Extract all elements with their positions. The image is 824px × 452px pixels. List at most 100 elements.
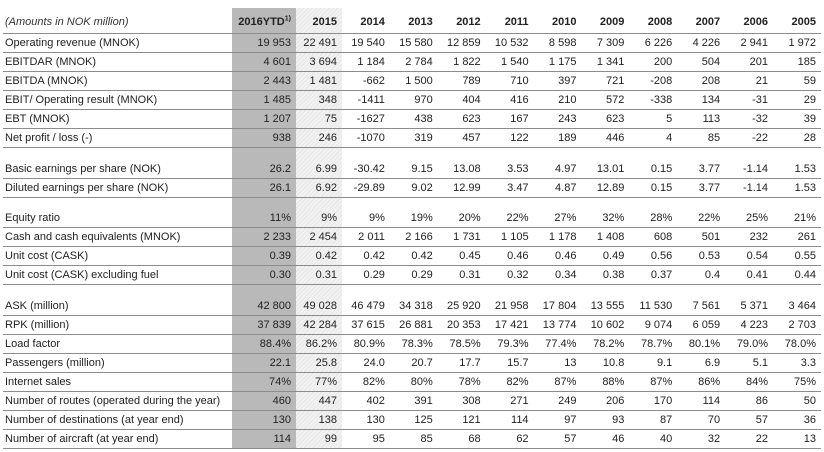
cell-value: 938 — [232, 128, 296, 148]
spacer-cell — [390, 285, 438, 297]
cell-value: 15.7 — [485, 353, 534, 373]
cell-value: 87% — [629, 372, 678, 392]
cell-value: 416 — [485, 90, 534, 110]
cell-value: 62 — [485, 429, 534, 449]
table-row: Unit cost (CASK) 0.39 0.42 0.42 0.42 0.45 0.46… — [3, 246, 821, 266]
cell-value: 20.7 — [389, 353, 438, 373]
spacer-cell — [629, 197, 677, 209]
cell-value: 13.01 — [581, 159, 630, 179]
cell-value: 9.02 — [389, 178, 438, 198]
cell-value: -31 — [725, 90, 774, 110]
column-header-year: 2011 — [485, 8, 534, 34]
cell-value: 200 — [629, 52, 678, 72]
cell-value: 122 — [485, 128, 534, 148]
cell-value: 5.1 — [725, 353, 774, 373]
cell-value: 1 341 — [581, 52, 630, 72]
spacer-cell — [677, 285, 725, 297]
column-header-year: 2010 — [533, 8, 582, 34]
cell-value: 130 — [342, 410, 390, 430]
spacer-cell — [725, 285, 773, 297]
row-label: EBITDAR (MNOK) — [3, 52, 232, 72]
cell-value: 0.32 — [485, 265, 534, 285]
spacer-cell — [296, 147, 342, 160]
cell-value: 9% — [342, 209, 390, 228]
column-header-year: 2013 — [389, 8, 438, 34]
cell-value: 170 — [629, 391, 678, 411]
cell-value: 4 226 — [677, 33, 726, 53]
cell-value: 308 — [437, 391, 486, 411]
cell-value: -22 — [725, 128, 774, 148]
cell-value: 50 — [773, 391, 821, 411]
column-header-year: 2014 — [342, 8, 390, 34]
cell-value: 0.31 — [296, 265, 342, 285]
cell-value: 88% — [581, 372, 630, 392]
spacer-cell — [486, 197, 534, 209]
cell-value: 77.4% — [533, 334, 582, 354]
row-label: Basic earnings per share (NOK) — [3, 159, 232, 179]
spacer-cell — [677, 197, 725, 209]
cell-value: 6.92 — [296, 178, 342, 198]
cell-value: 2 941 — [725, 33, 774, 53]
cell-value: -29.89 — [342, 178, 390, 198]
cell-value: 12.99 — [437, 178, 486, 198]
cell-value: -1.14 — [725, 159, 774, 179]
cell-value: 232 — [725, 227, 774, 247]
cell-value: 8 598 — [533, 33, 582, 53]
cell-value: 78.3% — [389, 334, 438, 354]
cell-value: 17.7 — [437, 353, 486, 373]
cell-value: 79.3% — [485, 334, 534, 354]
cell-value: 0.54 — [725, 246, 774, 266]
spacer-row — [3, 197, 821, 209]
cell-value: 2 454 — [296, 227, 342, 247]
row-label: EBIT/ Operating result (MNOK) — [3, 90, 232, 110]
cell-value: 36 — [773, 410, 821, 430]
cell-value: 1 485 — [232, 90, 296, 110]
cell-value: 9.15 — [389, 159, 438, 179]
row-label: Number of aircraft (at year end) — [3, 429, 232, 449]
cell-value: 9.1 — [629, 353, 678, 373]
cell-value: 28 — [773, 128, 821, 148]
cell-value: 97 — [533, 410, 582, 430]
amounts-note: (Amounts in NOK million) — [3, 8, 232, 34]
cell-value: 1 972 — [773, 33, 821, 53]
cell-value: 0.38 — [581, 265, 630, 285]
cell-value: 17 804 — [533, 296, 582, 316]
cell-value: 1.53 — [773, 178, 821, 198]
cell-value: 0.31 — [437, 265, 486, 285]
cell-value: 125 — [389, 410, 438, 430]
spacer-cell — [232, 284, 296, 297]
row-label: EBITDA (MNOK) — [3, 71, 232, 91]
cell-value: 3.77 — [677, 178, 726, 198]
cell-value: 3.77 — [677, 159, 726, 179]
cell-value: 88.4% — [232, 334, 296, 354]
cell-value: 460 — [232, 391, 296, 411]
row-label: ASK (million) — [3, 296, 232, 316]
table-body: Operating revenue (MNOK) 19 953 22 491 19 5… — [3, 33, 821, 449]
row-label: Number of destinations (at year end) — [3, 410, 232, 430]
cell-value: 0.34 — [533, 265, 582, 285]
footnote-marker: 1) — [284, 15, 291, 23]
cell-value: -30.42 — [342, 159, 390, 179]
cell-value: 10.8 — [581, 353, 630, 373]
cell-value: 26 881 — [389, 315, 438, 335]
cell-value: 246 — [296, 128, 342, 148]
cell-value: 4 601 — [232, 52, 296, 72]
cell-value: 9% — [296, 209, 342, 228]
cell-value: 11% — [232, 209, 296, 228]
table-row: Number of destinations (at year end) 130 1… — [3, 410, 821, 430]
cell-value: 397 — [533, 71, 582, 91]
cell-value: 37 615 — [342, 315, 390, 335]
column-header-year: 2009 — [581, 8, 630, 34]
cell-value: 1 500 — [389, 71, 438, 91]
cell-value: 1 731 — [437, 227, 486, 247]
table-row: EBITDA (MNOK) 2 443 1 481 -662 1 500 789 710 39… — [3, 71, 821, 91]
cell-value: 0.29 — [342, 265, 390, 285]
cell-value: 0.42 — [389, 246, 438, 266]
cell-value: 7 561 — [677, 296, 726, 316]
header-row: (Amounts in NOK million) 2016YTD1) 2015 2… — [3, 8, 821, 34]
cell-value: 261 — [773, 227, 821, 247]
cell-value: 721 — [581, 71, 630, 91]
cell-value: 2 703 — [773, 315, 821, 335]
spacer-cell — [390, 148, 438, 160]
cell-value: 114 — [232, 429, 296, 449]
